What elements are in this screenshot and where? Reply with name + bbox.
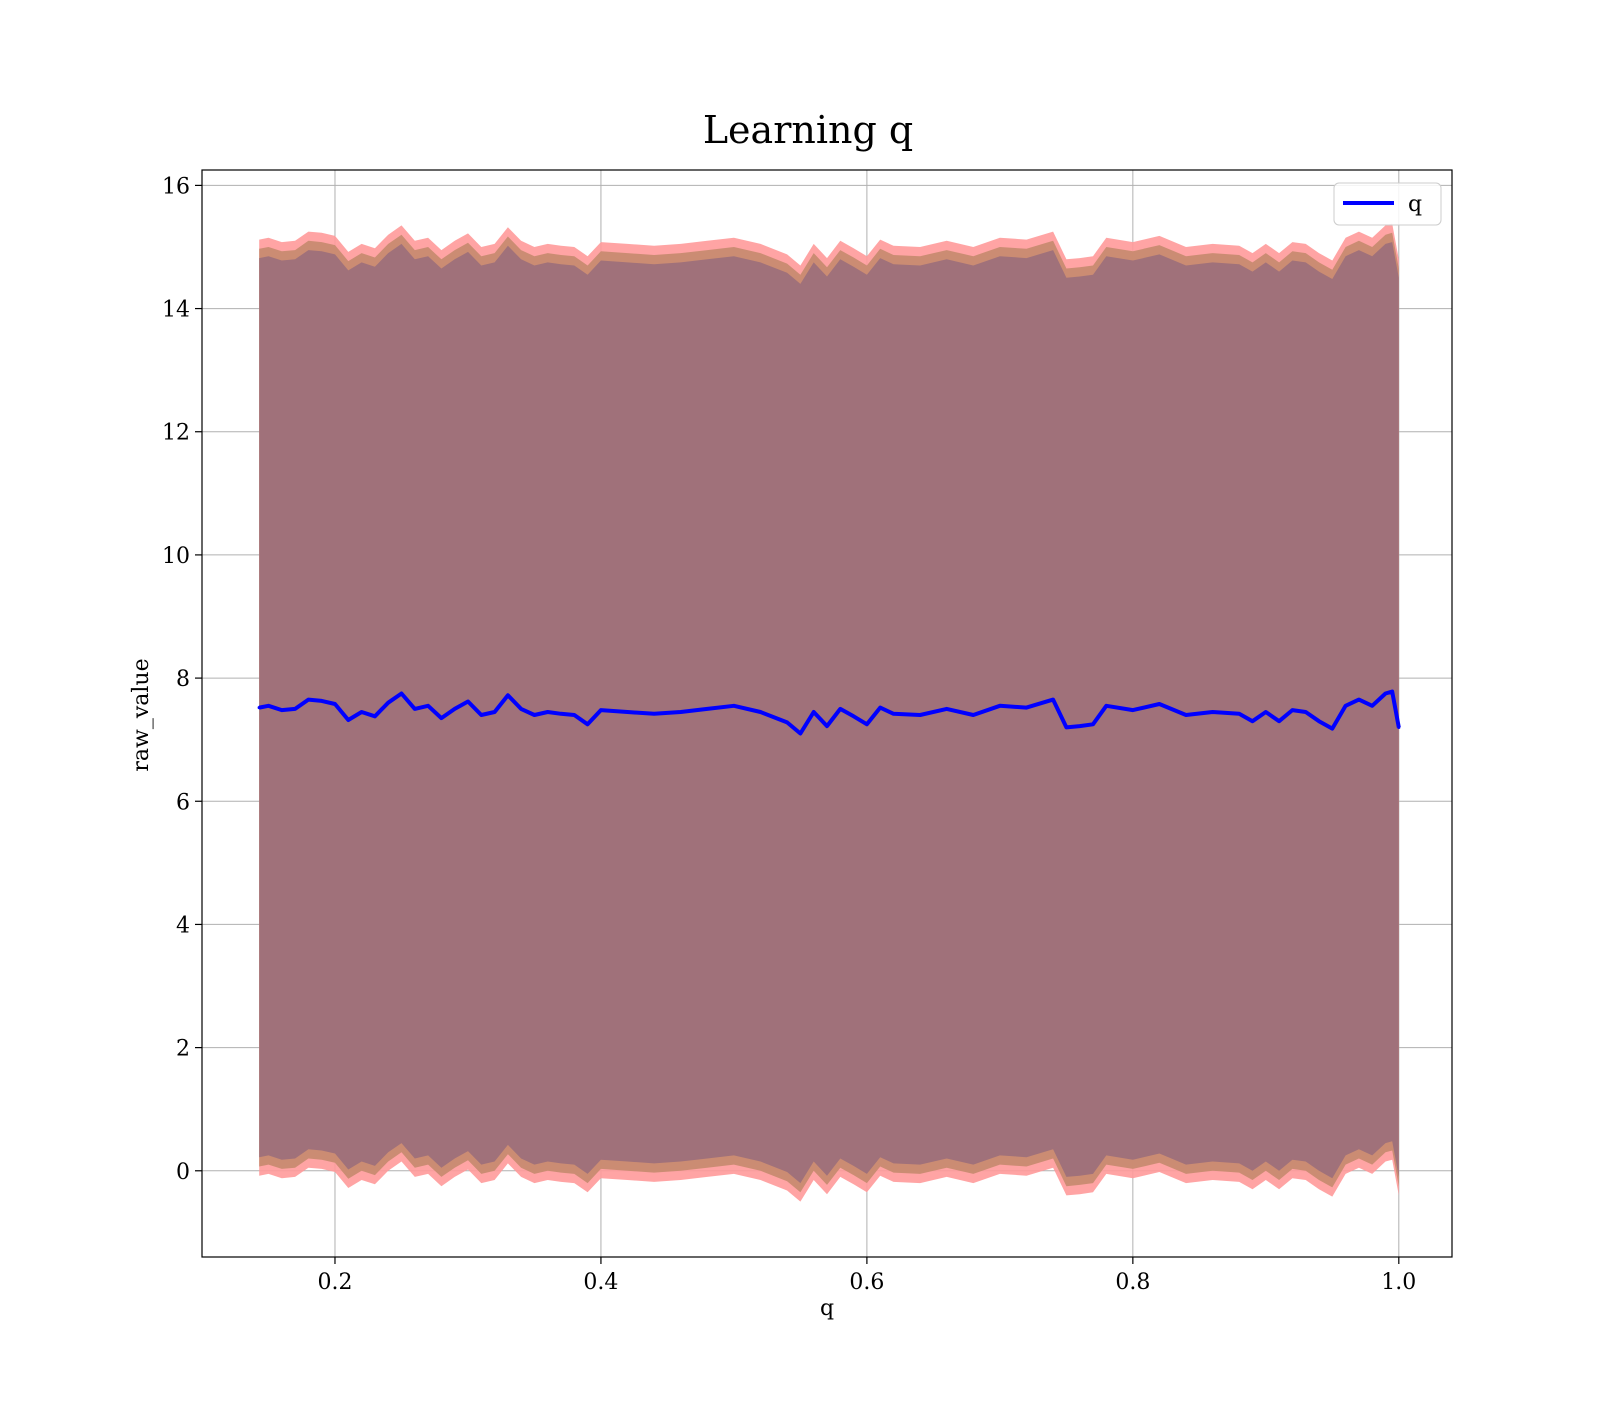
y-tick-label: 6 xyxy=(176,790,190,815)
data-point xyxy=(1211,710,1215,714)
data-point xyxy=(1064,725,1068,730)
chart-title: Learning q xyxy=(703,108,913,152)
data-point xyxy=(546,710,550,714)
data-point xyxy=(1383,691,1388,696)
plot-frame xyxy=(201,169,1453,1258)
data-point xyxy=(572,713,576,717)
y-tick-label: 10 xyxy=(162,544,190,569)
data-point xyxy=(506,693,510,697)
data-point xyxy=(257,706,261,710)
data-point xyxy=(293,707,297,711)
data-point xyxy=(1290,708,1294,712)
data-point xyxy=(1330,727,1334,731)
data-point xyxy=(838,707,842,711)
data-point xyxy=(878,706,882,710)
y-tick-label: 16 xyxy=(162,174,190,199)
data-point xyxy=(333,702,337,706)
data-point xyxy=(320,699,324,703)
x-axis-label: q xyxy=(820,1296,834,1321)
data-point xyxy=(918,713,922,717)
data-point xyxy=(493,710,497,714)
data-point xyxy=(266,704,271,708)
data-point xyxy=(1277,719,1281,723)
data-point xyxy=(373,714,377,718)
data-point xyxy=(971,713,975,717)
x-tick-label: 0.8 xyxy=(1115,1270,1150,1295)
x-tick-label: 0.6 xyxy=(849,1270,884,1295)
data-point xyxy=(466,699,470,704)
confidence-bands xyxy=(259,223,1399,1202)
data-point xyxy=(532,713,537,717)
data-point xyxy=(1370,704,1374,708)
x-tick-label: 0.2 xyxy=(317,1270,352,1295)
data-point xyxy=(413,707,417,711)
data-point xyxy=(439,716,443,720)
x-ticks: 0.2 0.4 0.6 0.8 1.0 xyxy=(317,1257,1416,1295)
data-point xyxy=(479,713,483,717)
data-point xyxy=(306,698,310,702)
data-point xyxy=(812,710,816,714)
data-point xyxy=(852,714,856,718)
data-point xyxy=(758,710,763,714)
data-point xyxy=(865,722,869,726)
data-point xyxy=(998,704,1002,708)
data-point xyxy=(519,707,523,711)
data-point xyxy=(1390,690,1394,694)
data-point xyxy=(625,710,630,714)
data-point xyxy=(732,704,736,708)
data-point xyxy=(1357,698,1361,702)
y-tick-label: 8 xyxy=(176,667,190,692)
data-point xyxy=(1024,706,1029,710)
data-point xyxy=(945,707,949,711)
data-point xyxy=(1237,712,1241,716)
data-point xyxy=(599,708,603,712)
data-point xyxy=(679,710,683,714)
y-tick-label: 4 xyxy=(176,913,190,938)
legend: q xyxy=(1333,182,1442,226)
x-tick-label: 0.4 xyxy=(583,1270,618,1295)
y-tick-label: 14 xyxy=(162,298,190,323)
data-point xyxy=(891,712,896,716)
data-point xyxy=(346,718,350,722)
data-point xyxy=(1078,724,1082,728)
y-ticks: 0 2 4 6 8 10 12 14 16 xyxy=(162,174,202,1185)
x-tick-label: 1.0 xyxy=(1381,1270,1416,1295)
legend-label: q xyxy=(1408,192,1422,217)
data-point xyxy=(1131,708,1135,712)
band-inner xyxy=(259,242,1399,1184)
data-point xyxy=(586,722,590,726)
data-point xyxy=(1157,702,1161,706)
y-tick-label: 0 xyxy=(176,1160,190,1185)
series-line-layer xyxy=(257,689,1401,736)
data-point xyxy=(386,701,390,705)
data-point xyxy=(785,720,789,725)
data-point xyxy=(1104,704,1108,708)
data-point xyxy=(1304,710,1308,714)
data-point xyxy=(798,731,803,736)
data-point xyxy=(280,708,284,712)
data-point xyxy=(1317,719,1321,723)
data-point xyxy=(559,712,563,716)
data-point xyxy=(1344,704,1348,708)
series-line-q xyxy=(258,689,1401,736)
data-point xyxy=(1091,722,1095,726)
data-point xyxy=(1184,713,1188,717)
data-point xyxy=(399,691,404,696)
data-point xyxy=(360,710,364,714)
data-point xyxy=(426,704,430,708)
y-tick-label: 2 xyxy=(176,1037,190,1062)
data-point xyxy=(1250,719,1255,723)
data-point xyxy=(453,707,457,711)
data-point xyxy=(705,707,709,711)
data-point xyxy=(1264,710,1268,714)
data-point xyxy=(1051,698,1055,702)
data-point xyxy=(1397,725,1401,730)
data-point xyxy=(825,724,829,728)
data-point xyxy=(652,712,656,716)
y-axis-label: raw_value xyxy=(129,658,154,771)
y-tick-label: 12 xyxy=(162,421,190,446)
